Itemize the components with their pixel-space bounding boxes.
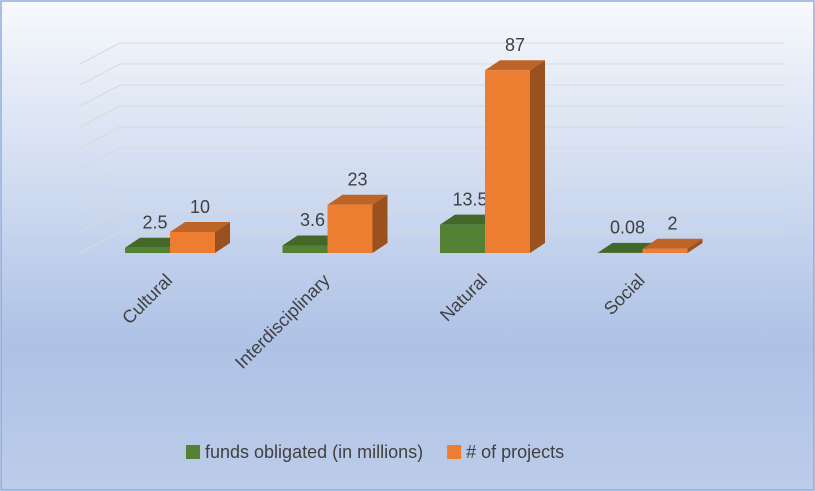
bar-top <box>327 194 388 205</box>
side-grid-line <box>79 210 121 233</box>
side-grid-line <box>79 126 121 149</box>
bar <box>642 248 688 253</box>
side-grid-line <box>79 147 121 170</box>
data-label: 2.5 <box>142 213 167 233</box>
legend-swatch <box>186 445 200 459</box>
data-label: 3.6 <box>300 210 325 230</box>
bar <box>440 224 485 253</box>
bar-side <box>530 60 545 253</box>
bar-top <box>170 222 230 232</box>
legend-label: # of projects <box>466 442 564 462</box>
legend-swatch <box>447 445 462 459</box>
side-grid-line <box>79 231 121 254</box>
side-grid-line <box>79 105 121 128</box>
data-label: 0.08 <box>610 218 645 238</box>
bar <box>327 204 373 253</box>
data-label: 10 <box>190 197 210 217</box>
legend-label: funds obligated (in millions) <box>205 442 423 462</box>
data-label: 13.5 <box>452 189 487 209</box>
bar <box>170 232 215 253</box>
side-grid-line <box>79 63 121 86</box>
bar-side <box>687 238 703 253</box>
data-label: 87 <box>505 35 525 55</box>
bar <box>282 245 328 253</box>
bar-top <box>485 60 545 71</box>
bar-top <box>642 238 703 249</box>
data-label: 23 <box>347 169 367 189</box>
side-grid-line <box>79 84 121 107</box>
bar-side <box>215 222 230 253</box>
bar <box>485 70 530 253</box>
side-grid-line <box>79 42 121 65</box>
side-grid-line <box>79 189 121 212</box>
bar-side <box>372 194 388 253</box>
bar <box>125 247 170 253</box>
data-label: 2 <box>667 214 677 234</box>
side-grid-line <box>79 168 121 191</box>
